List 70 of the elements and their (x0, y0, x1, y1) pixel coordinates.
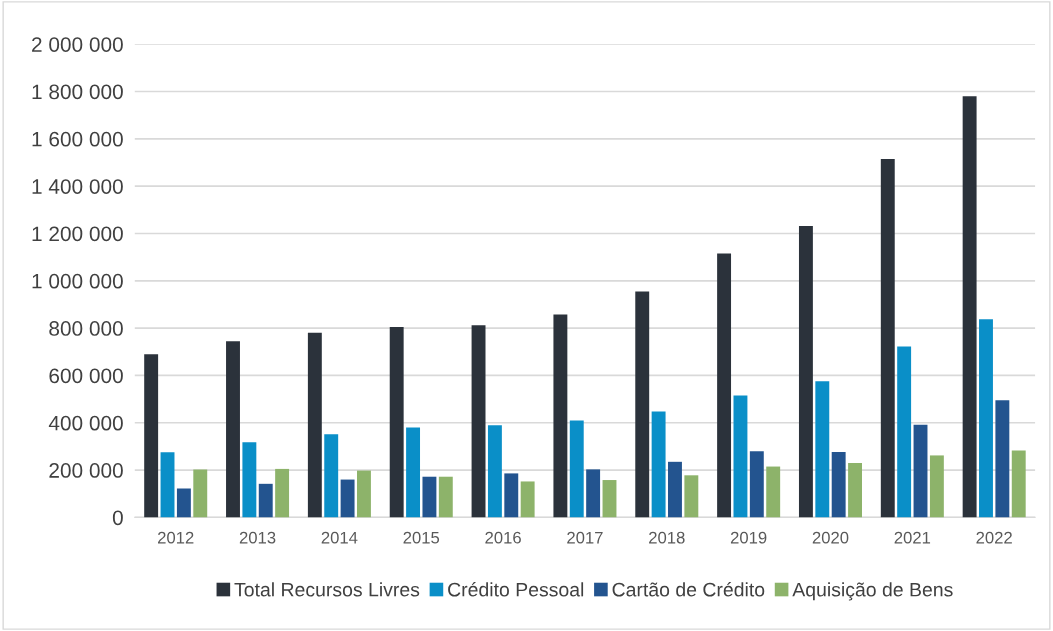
bar (406, 427, 421, 518)
x-tick-label: 2013 (239, 531, 276, 544)
bar (848, 463, 862, 518)
bar (831, 452, 846, 518)
bar (422, 476, 437, 518)
bar (144, 354, 159, 518)
bar (160, 452, 175, 518)
bar (962, 96, 977, 518)
bar (389, 326, 404, 518)
legend-label: Cartão de Crédito (612, 582, 765, 597)
bar (487, 425, 502, 518)
bar (880, 158, 895, 518)
bar (226, 341, 240, 518)
bar (504, 473, 519, 518)
bar (520, 481, 535, 518)
y-tick-label: 0 (112, 510, 123, 526)
bar (929, 455, 944, 518)
bar (635, 291, 650, 518)
y-tick-label: 1 400 000 (32, 179, 123, 194)
bar (340, 479, 355, 518)
bar (176, 488, 191, 518)
x-tick-label: 2015 (403, 531, 440, 544)
bar (324, 434, 339, 518)
y-tick-label: 200 000 (49, 463, 123, 478)
bar (602, 480, 617, 518)
bar (766, 466, 781, 518)
y-tick-label: 1 000 000 (32, 273, 123, 289)
bar (684, 475, 699, 518)
x-tick-label: 2014 (321, 531, 358, 544)
bar (749, 451, 764, 518)
y-tick-label: 600 000 (49, 368, 123, 384)
bar (569, 420, 584, 518)
bar (668, 461, 682, 518)
bar (553, 314, 568, 518)
bar (979, 319, 993, 518)
bar (995, 400, 1010, 518)
y-tick-label: 1 200 000 (32, 226, 123, 242)
x-tick-label: 2017 (567, 531, 603, 544)
bar (733, 395, 748, 518)
bar (242, 442, 257, 518)
bar (193, 469, 208, 518)
bar (651, 411, 666, 518)
bar (798, 225, 813, 518)
x-tick-label: 2018 (649, 531, 685, 544)
bar (913, 424, 928, 518)
legend-label: Crédito Pessoal (448, 582, 584, 597)
bar (586, 469, 601, 518)
bar (717, 253, 732, 518)
bar (471, 325, 486, 518)
bar (1011, 450, 1026, 518)
y-tick-label: 1 800 000 (32, 84, 123, 100)
x-tick-label: 2019 (730, 531, 767, 544)
bar (897, 346, 912, 518)
bar (815, 381, 830, 518)
bar (357, 470, 371, 518)
bar (258, 483, 273, 518)
x-tick-label: 2021 (894, 531, 931, 544)
y-tick-label: 400 000 (48, 415, 123, 431)
bar (307, 332, 322, 518)
y-tick-label: 2 000 000 (32, 37, 123, 52)
x-tick-label: 2012 (158, 531, 194, 544)
x-tick-label: 2022 (976, 531, 1012, 544)
x-tick-label: 2016 (485, 531, 521, 544)
y-tick-label: 800 000 (49, 321, 123, 336)
y-tick-label: 1 600 000 (32, 131, 123, 147)
bar (438, 476, 453, 518)
legend-label: Aquisição de Bens (792, 582, 953, 601)
bar (275, 468, 290, 518)
x-tick-label: 2020 (812, 531, 849, 544)
legend-label: Total Recursos Livres (234, 582, 420, 597)
